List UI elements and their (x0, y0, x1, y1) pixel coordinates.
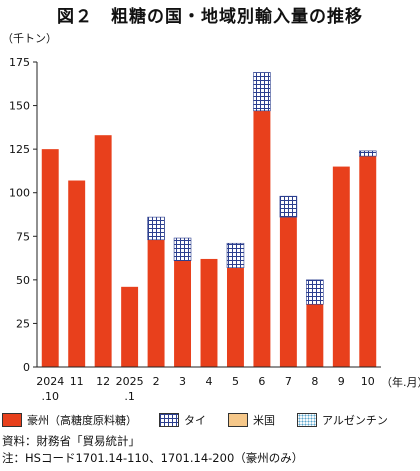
x-tick-label: 11 (70, 375, 84, 388)
bar-segment-thailand (226, 242, 245, 268)
legend-item-thailand: タイ (159, 412, 206, 428)
bar-segment-australia (174, 260, 192, 367)
bar-segment-australia (41, 149, 59, 367)
bar-segment-australia (226, 267, 244, 367)
y-tick-label: 100 (9, 187, 30, 200)
bar-segment-thailand (279, 195, 298, 218)
x-tick-label: 3 (179, 375, 186, 388)
legend: 豪州（高糖度原料糖） タイ 米国 アルゼンチン (2, 411, 420, 429)
bar-segment-australia (253, 110, 271, 368)
legend-swatch-australia (2, 413, 22, 427)
y-tick-label: 0 (23, 361, 30, 374)
x-tick-label: .1 (124, 390, 135, 403)
x-tick-label: 9 (338, 375, 345, 388)
y-axis-label: （千トン） (2, 32, 57, 45)
y-tick-label: 125 (9, 143, 30, 156)
x-tick-label: 8 (311, 375, 318, 388)
bar-segment-australia (279, 217, 297, 367)
legend-item-australia: 豪州（高糖度原料糖） (2, 412, 137, 428)
x-tick-label: 4 (206, 375, 213, 388)
legend-item-argentina: アルゼンチン (297, 412, 388, 428)
source-note: 資料：財務省「貿易統計」 (2, 434, 140, 448)
bar-segment-australia (200, 258, 218, 367)
legend-swatch-argentina (297, 413, 317, 427)
bar-segment-australia (94, 135, 112, 367)
bar-segment-australia (306, 304, 324, 367)
chart-title: 図２ 粗糖の国・地域別輸入量の推移 (57, 7, 363, 27)
bar-segment-australia (121, 286, 139, 367)
legend-label-usa: 米国 (253, 414, 275, 427)
x-tick-label: 2024 (36, 375, 64, 388)
y-tick-label: 50 (16, 274, 30, 287)
bar-segment-thailand (253, 72, 271, 112)
stacked-bar-chart: （千トン） （年.月） 02550751001251501752024.1011… (2, 32, 420, 403)
legend-label-thailand: タイ (184, 414, 206, 427)
x-tick-label: .10 (41, 390, 59, 403)
y-tick-label: 25 (16, 317, 30, 330)
notes: 資料：財務省「貿易統計」 注：HSコード1701.14-110、1701.14-… (2, 433, 303, 467)
bar-segment-australia (147, 239, 165, 367)
footnote: 注：HSコード1701.14-110、1701.14-200（豪州のみ） (2, 451, 304, 465)
bar-segment-australia (359, 156, 377, 367)
bar-segment-thailand (306, 279, 324, 305)
bar-segment-thailand (147, 216, 165, 241)
y-tick-label: 175 (9, 56, 30, 69)
legend-swatch-thailand (159, 413, 179, 427)
x-axis-label: （年.月） (381, 375, 420, 389)
x-tick-label: 2 (153, 375, 160, 388)
y-tick-label: 75 (16, 230, 30, 243)
legend-item-usa: 米国 (228, 412, 275, 428)
x-tick-label: 10 (361, 375, 375, 388)
y-tick-label: 150 (9, 100, 30, 113)
x-tick-label: 2025 (116, 375, 144, 388)
legend-swatch-usa (228, 413, 248, 427)
bar-segment-thailand (173, 237, 192, 261)
x-tick-label: 12 (96, 375, 110, 388)
legend-label-argentina: アルゼンチン (322, 414, 388, 427)
legend-label-australia: 豪州（高糖度原料糖） (27, 414, 137, 427)
x-tick-label: 5 (232, 375, 239, 388)
bar-segment-thailand (359, 150, 377, 157)
bar-segment-australia (68, 180, 86, 367)
x-tick-label: 6 (258, 375, 265, 388)
x-tick-label: 7 (285, 375, 292, 388)
bar-segment-australia (332, 166, 350, 367)
